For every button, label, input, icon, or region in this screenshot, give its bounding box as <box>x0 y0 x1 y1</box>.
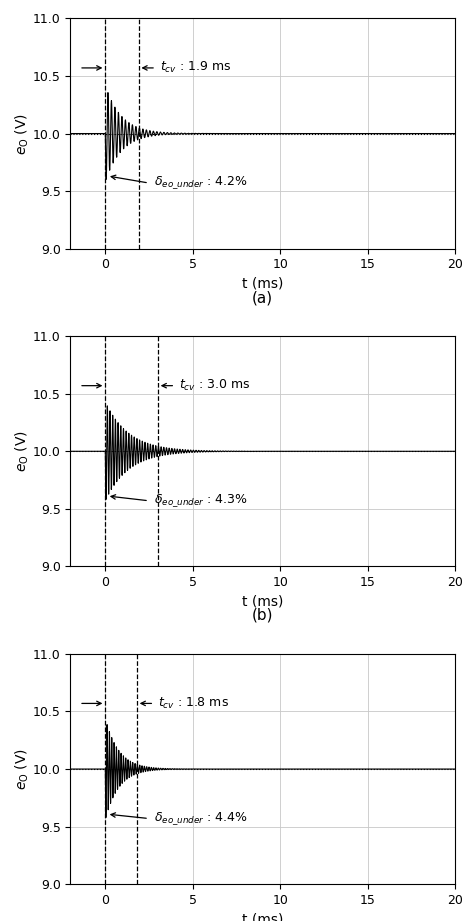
Text: $\delta_{eo\_under}$ : 4.2%: $\delta_{eo\_under}$ : 4.2% <box>154 175 248 192</box>
Text: $t_{cv}$ : 1.8 ms: $t_{cv}$ : 1.8 ms <box>158 696 229 711</box>
X-axis label: t (ms): t (ms) <box>242 595 283 609</box>
Text: (b): (b) <box>252 608 273 623</box>
Text: $\delta_{eo\_under}$ : 4.3%: $\delta_{eo\_under}$ : 4.3% <box>154 493 248 509</box>
X-axis label: t (ms): t (ms) <box>242 913 283 921</box>
Text: (a): (a) <box>252 290 273 305</box>
Text: $\delta_{eo\_under}$ : 4.4%: $\delta_{eo\_under}$ : 4.4% <box>154 810 248 827</box>
Y-axis label: $e_{\rm O}$ (V): $e_{\rm O}$ (V) <box>14 112 31 155</box>
Y-axis label: $e_{\rm O}$ (V): $e_{\rm O}$ (V) <box>14 430 31 472</box>
Text: $t_{cv}$ : 3.0 ms: $t_{cv}$ : 3.0 ms <box>179 379 250 393</box>
Text: $t_{cv}$ : 1.9 ms: $t_{cv}$ : 1.9 ms <box>159 61 231 76</box>
X-axis label: t (ms): t (ms) <box>242 277 283 291</box>
Y-axis label: $e_{\rm O}$ (V): $e_{\rm O}$ (V) <box>14 748 31 790</box>
